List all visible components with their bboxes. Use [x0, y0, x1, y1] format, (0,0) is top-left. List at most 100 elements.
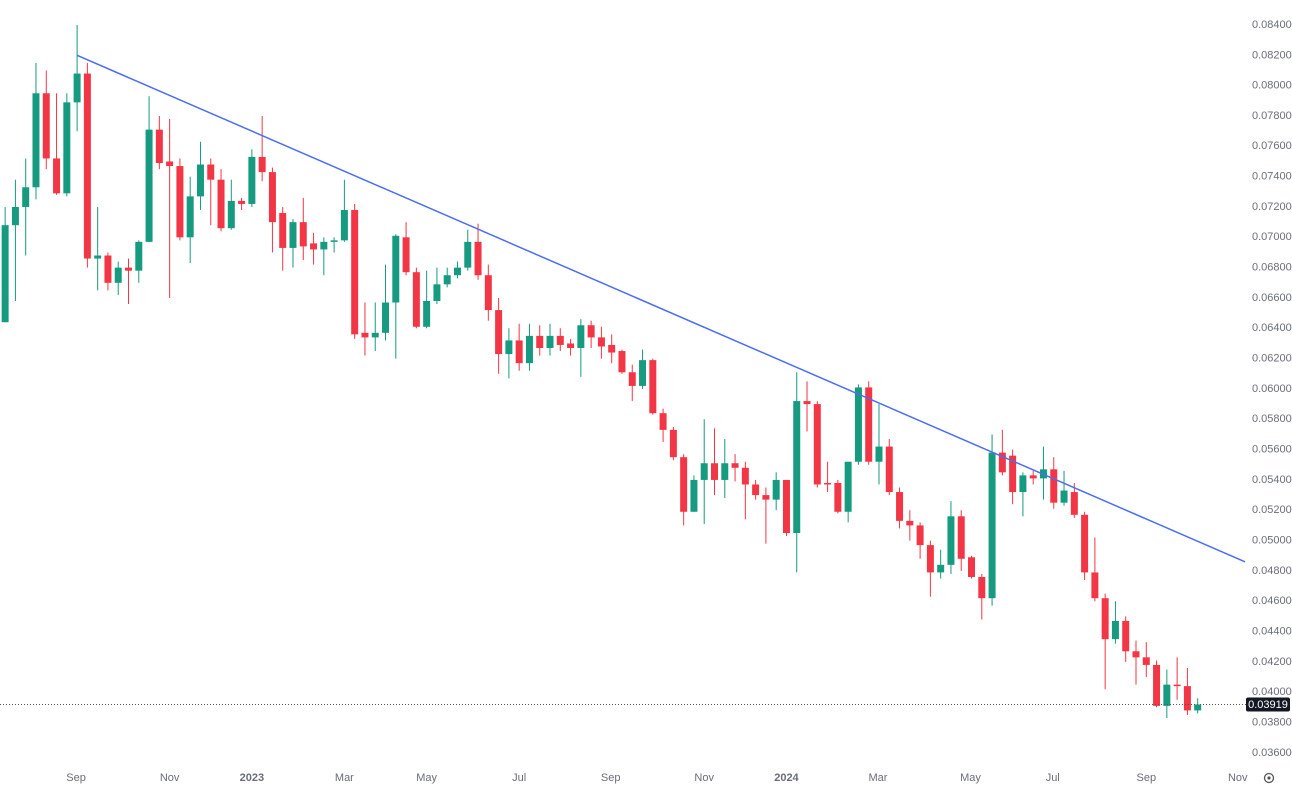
y-tick-label: 0.06000 — [1252, 383, 1292, 395]
candle-body — [1009, 455, 1017, 493]
candle-body — [351, 210, 359, 335]
candle-body — [176, 166, 184, 238]
candle-body — [22, 187, 30, 207]
candle-body — [382, 302, 390, 333]
candle — [32, 62, 40, 200]
y-tick-label: 0.08000 — [1252, 80, 1292, 92]
candle — [1122, 616, 1130, 662]
candle — [443, 267, 451, 288]
candle-body — [1070, 492, 1078, 515]
candle — [1111, 601, 1119, 644]
candle — [382, 264, 390, 341]
x-tick-label: Sep — [1136, 772, 1156, 784]
candle-body — [135, 241, 143, 271]
candle-body — [371, 332, 379, 338]
y-tick-label: 0.05200 — [1252, 504, 1292, 516]
x-tick-label: Nov — [160, 772, 180, 784]
y-tick-label: 0.06400 — [1252, 322, 1292, 334]
candle — [896, 487, 904, 529]
candle-body — [577, 325, 585, 349]
candle-body — [803, 401, 811, 405]
candle — [1101, 593, 1109, 690]
candle-body — [1132, 651, 1140, 658]
candle — [608, 334, 616, 364]
candle-body — [813, 404, 821, 485]
candle-body — [1, 225, 9, 323]
y-tick-label: 0.06600 — [1252, 292, 1292, 304]
candle — [680, 454, 688, 526]
candle — [782, 479, 790, 537]
candle — [916, 522, 924, 559]
candle-body — [772, 479, 780, 500]
candle — [392, 234, 400, 359]
candle — [207, 158, 215, 226]
y-tick-label: 0.05400 — [1252, 474, 1292, 486]
candle-body — [988, 452, 996, 599]
settings-icon[interactable] — [1263, 772, 1275, 784]
candle-body — [998, 452, 1006, 473]
x-tick-label: 2023 — [240, 772, 264, 784]
candle — [1173, 657, 1181, 700]
x-tick-label: May — [416, 772, 437, 784]
y-tick-label: 0.05600 — [1252, 444, 1292, 456]
candle — [731, 454, 739, 482]
candle-body — [1183, 686, 1191, 711]
x-tick-label: May — [960, 772, 981, 784]
candle — [978, 573, 986, 620]
candle — [484, 264, 492, 321]
settings-ring — [1263, 772, 1275, 784]
candle-body — [597, 337, 605, 347]
y-tick-label: 0.04800 — [1252, 565, 1292, 577]
candle — [258, 116, 266, 182]
candle-body — [762, 495, 770, 500]
candle — [227, 179, 235, 230]
candle-body — [32, 93, 40, 188]
candle — [505, 328, 513, 379]
candle — [824, 461, 832, 493]
candle — [772, 472, 780, 511]
candle-body — [42, 93, 50, 159]
candle-body — [525, 335, 533, 364]
candle — [63, 93, 71, 197]
candle-body — [834, 482, 842, 512]
candle-body — [1029, 475, 1037, 479]
candle — [104, 252, 112, 291]
candle — [988, 434, 996, 606]
candle — [690, 475, 698, 512]
candle — [11, 179, 19, 301]
candle-body — [166, 161, 174, 167]
candle-body — [659, 413, 667, 430]
candle-body — [628, 372, 636, 386]
candle-body — [1194, 704, 1202, 711]
candle — [803, 381, 811, 432]
candle-body — [669, 429, 677, 458]
candle — [926, 540, 934, 597]
candle-body — [896, 492, 904, 521]
candle-body — [268, 172, 276, 223]
candle — [669, 426, 677, 461]
candle-body — [63, 102, 71, 194]
candle — [196, 141, 204, 211]
candle — [834, 479, 842, 514]
candle — [1029, 470, 1037, 485]
candle-body — [248, 156, 256, 204]
candle-body — [916, 525, 924, 546]
candle — [711, 428, 718, 496]
candle-body — [567, 343, 575, 349]
candle — [700, 419, 708, 524]
candle — [330, 237, 338, 253]
candle-body — [721, 463, 729, 480]
candle — [721, 438, 729, 499]
candle-body — [793, 401, 801, 533]
candle — [515, 323, 523, 371]
candle-body — [875, 446, 883, 462]
candle — [94, 206, 102, 291]
last-price-label: 0.03919 — [1248, 699, 1288, 711]
candle — [957, 510, 965, 571]
candle-body — [690, 479, 698, 512]
y-tick-label: 0.04200 — [1252, 656, 1292, 668]
candle-body — [700, 463, 708, 480]
candle-body — [608, 344, 616, 353]
candle — [361, 302, 369, 356]
